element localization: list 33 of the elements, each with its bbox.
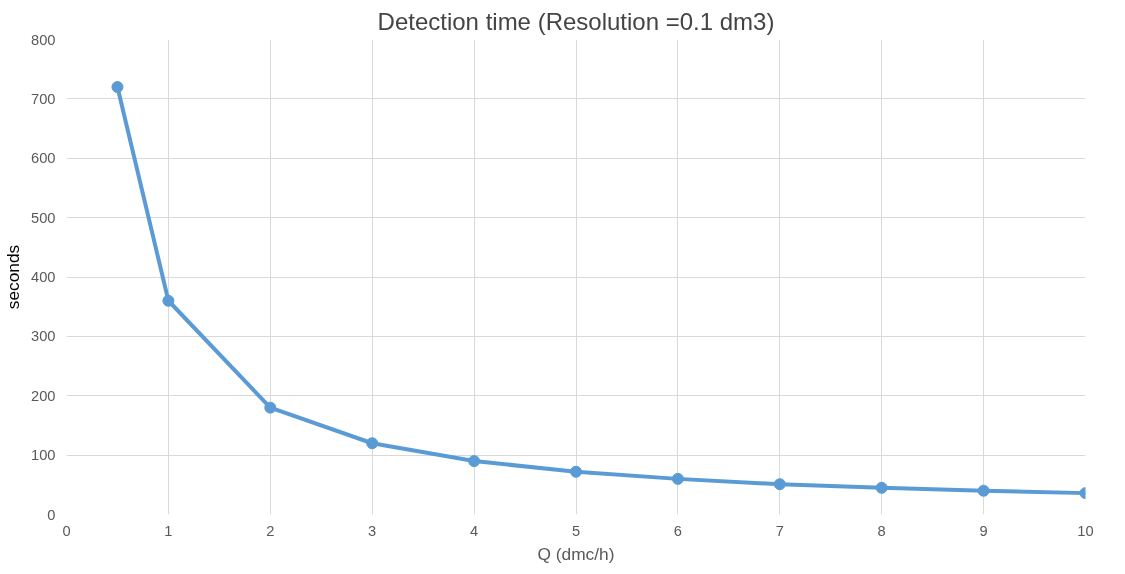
point — [875, 481, 888, 494]
y-tick-label: 100 — [31, 447, 56, 464]
y-tick-label: 500 — [31, 209, 56, 226]
x-tick-label: 10 — [1077, 522, 1094, 539]
x-tick-label: 6 — [673, 522, 682, 539]
y-tick-label: 600 — [31, 150, 56, 167]
x-tick-label: 8 — [877, 522, 886, 539]
x-tick-label: 3 — [368, 522, 377, 539]
x-tick-label: 0 — [62, 522, 71, 539]
x-tick-label: 5 — [571, 522, 581, 539]
point — [468, 455, 481, 468]
point — [162, 294, 175, 307]
point — [264, 401, 277, 414]
x-tick-label: 1 — [164, 522, 173, 539]
point — [977, 484, 990, 497]
point — [111, 81, 124, 93]
x-tick-label: 7 — [775, 522, 784, 539]
x-tick-label: 9 — [979, 522, 988, 539]
x-axis-title: Q (dmc/h) — [537, 543, 615, 564]
y-tick-label: 0 — [47, 506, 56, 523]
y-tick-label: 700 — [31, 90, 56, 107]
point — [366, 437, 379, 450]
point — [671, 472, 684, 485]
chart-title: Detection time (Resolution =0.1 dm3) — [377, 7, 775, 35]
x-tick-label: 4 — [470, 522, 479, 539]
y-tick-label: 300 — [31, 328, 56, 345]
point — [773, 478, 786, 491]
y-tick-label: 200 — [31, 387, 56, 404]
y-tick-label: 800 — [31, 31, 56, 48]
y-tick-label: 400 — [31, 269, 56, 285]
point — [570, 465, 582, 478]
y-axis-title: seconds — [3, 244, 24, 310]
x-tick-label: 2 — [266, 522, 275, 539]
